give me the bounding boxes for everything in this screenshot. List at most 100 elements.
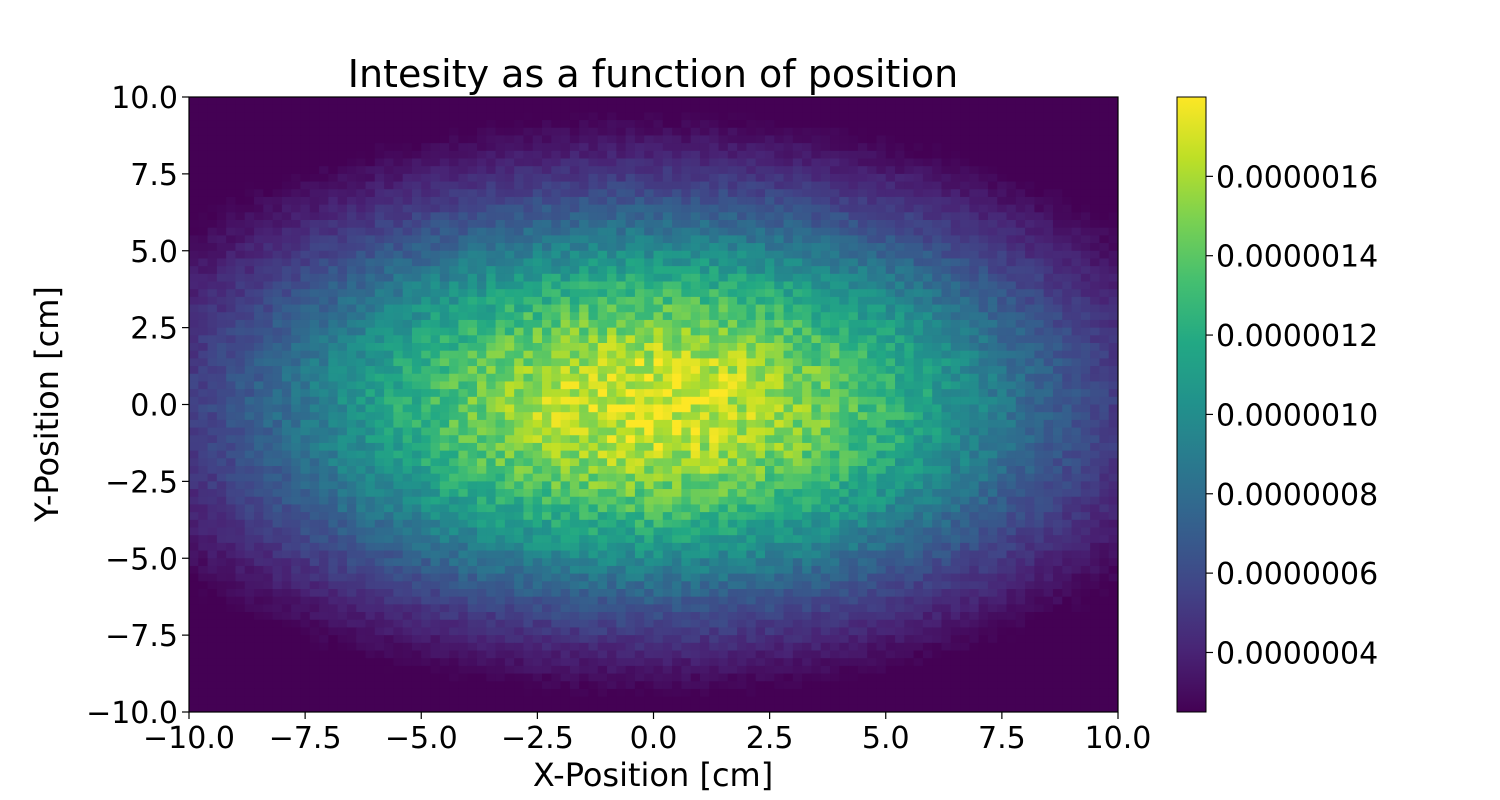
heatmap-cell <box>458 335 469 344</box>
heatmap-cell <box>281 419 292 429</box>
heatmap-cell <box>625 419 636 429</box>
heatmap-cell <box>504 404 515 413</box>
heatmap-cell <box>718 358 729 367</box>
heatmap-cell <box>1015 389 1026 398</box>
heatmap-cell <box>913 181 924 190</box>
heatmap-cell <box>950 450 961 459</box>
heatmap-cell <box>514 158 525 167</box>
heatmap-cell <box>189 296 199 306</box>
heatmap-cell <box>802 335 813 344</box>
heatmap-cell <box>997 419 1008 429</box>
heatmap-cell <box>997 366 1008 375</box>
heatmap-cell <box>690 220 701 229</box>
heatmap-cell <box>764 427 775 436</box>
heatmap-cell <box>681 112 692 121</box>
heatmap-cell <box>904 419 915 429</box>
heatmap-cell <box>495 173 506 183</box>
heatmap-cell <box>542 97 552 106</box>
heatmap-cell <box>997 373 1008 383</box>
heatmap-cell <box>216 112 227 121</box>
heatmap-cell <box>216 396 227 406</box>
heatmap-cell <box>811 389 822 398</box>
heatmap-cell <box>421 350 432 359</box>
heatmap-cell <box>839 473 850 482</box>
heatmap-cell <box>411 143 422 152</box>
heatmap-cell <box>272 150 283 160</box>
heatmap-cell <box>1071 412 1082 421</box>
heatmap-cell <box>411 173 422 183</box>
heatmap-cell <box>662 466 673 475</box>
heatmap-cell <box>737 97 747 106</box>
heatmap-cell <box>764 381 775 390</box>
heatmap-cell <box>551 358 562 367</box>
heatmap-cell <box>672 181 682 190</box>
heatmap-cell <box>198 227 209 236</box>
heatmap-cell <box>569 266 580 275</box>
heatmap-cell <box>699 319 710 329</box>
heatmap-cell <box>486 373 497 383</box>
heatmap-cell <box>987 289 998 298</box>
heatmap-cell <box>476 412 487 421</box>
heatmap-cell <box>346 212 357 221</box>
heatmap-cell <box>337 104 348 113</box>
heatmap-cell <box>848 312 859 321</box>
heatmap-cell <box>625 135 636 144</box>
heatmap-cell <box>244 220 255 229</box>
heatmap-cell <box>681 466 692 475</box>
heatmap-cell <box>616 127 627 137</box>
heatmap-cell <box>830 150 840 160</box>
heatmap-cell <box>616 335 627 344</box>
heatmap-cell <box>811 212 822 221</box>
heatmap-cell <box>1099 112 1110 121</box>
heatmap-cell <box>857 227 868 236</box>
heatmap-cell <box>1015 319 1026 329</box>
heatmap-cell <box>560 312 571 321</box>
heatmap-cell <box>672 266 682 275</box>
heatmap-cell <box>300 296 311 306</box>
heatmap-cell <box>1090 258 1101 267</box>
heatmap-cell <box>337 250 348 260</box>
heatmap-cell <box>1090 120 1101 129</box>
heatmap-cell <box>672 442 682 452</box>
heatmap-cell <box>216 166 227 175</box>
heatmap-cell <box>569 243 580 252</box>
heatmap-cell <box>774 404 785 413</box>
heatmap-cell <box>867 189 878 198</box>
heatmap-cell <box>300 466 311 475</box>
heatmap-cell <box>421 381 432 390</box>
heatmap-cell <box>384 112 394 121</box>
heatmap-cell <box>244 412 255 421</box>
heatmap-cell <box>830 204 840 213</box>
heatmap-cell <box>1006 427 1017 436</box>
heatmap-cell <box>374 435 385 444</box>
heatmap-cell <box>699 458 710 467</box>
heatmap-cell <box>811 204 822 213</box>
heatmap-cell <box>532 127 543 137</box>
heatmap-cell <box>319 396 329 406</box>
heatmap-cell <box>969 389 980 398</box>
heatmap-cell <box>690 181 701 190</box>
heatmap-cell <box>291 419 302 429</box>
heatmap-cell <box>532 281 543 290</box>
heatmap-cell <box>319 158 329 167</box>
heatmap-cell <box>281 181 292 190</box>
heatmap-cell <box>337 281 348 290</box>
heatmap-cell <box>346 435 357 444</box>
heatmap-cell <box>978 404 989 413</box>
heatmap-cell <box>291 227 302 236</box>
heatmap-cell <box>820 335 831 344</box>
heatmap-cell <box>449 327 460 336</box>
heatmap-cell <box>411 404 422 413</box>
heatmap-cell <box>969 442 980 452</box>
heatmap-cell <box>542 289 552 298</box>
heatmap-cell <box>458 112 469 121</box>
heatmap-cell <box>1006 343 1017 352</box>
heatmap-cell <box>393 266 404 275</box>
heatmap-cell <box>189 343 199 352</box>
heatmap-cell <box>421 412 432 421</box>
heatmap-cell <box>449 304 460 313</box>
heatmap-cell <box>969 343 980 352</box>
heatmap-cell <box>783 435 794 444</box>
heatmap-cell <box>1034 458 1045 467</box>
heatmap-cell <box>254 327 264 336</box>
